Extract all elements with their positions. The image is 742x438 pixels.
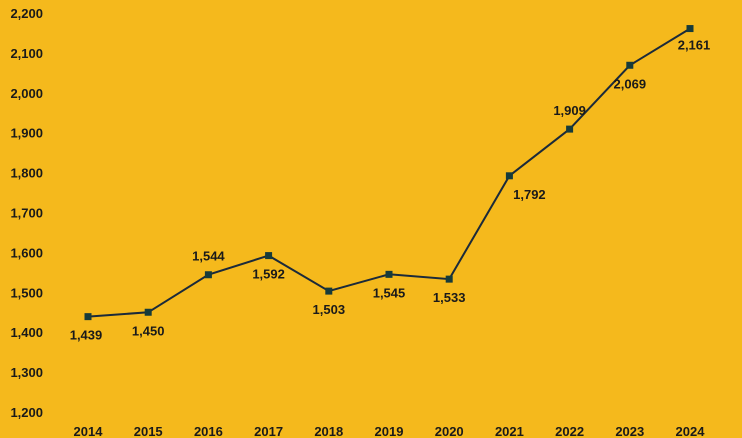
y-tick-label: 1,700 bbox=[10, 206, 43, 221]
x-tick-label: 2024 bbox=[676, 424, 706, 438]
y-tick-label: 1,300 bbox=[10, 365, 43, 380]
x-tick-label: 2020 bbox=[435, 424, 464, 438]
x-tick-label: 2023 bbox=[615, 424, 644, 438]
data-label: 1,545 bbox=[373, 285, 406, 300]
y-tick-label: 2,000 bbox=[10, 86, 43, 101]
data-point-marker bbox=[144, 308, 152, 316]
data-labels: 1,439 1,450 1,544 1,592 1,503 1,545 1,533 1,792… bbox=[70, 38, 711, 343]
data-label: 2,069 bbox=[614, 76, 647, 91]
x-tick-label: 2017 bbox=[254, 424, 283, 438]
y-axis: 1,200 1,300 1,400 1,500 1,600 1,700 1,800 1,900… bbox=[10, 6, 43, 420]
data-point-marker bbox=[84, 313, 92, 321]
data-point-marker bbox=[445, 275, 453, 283]
x-tick-label: 2015 bbox=[134, 424, 163, 438]
y-tick-label: 1,600 bbox=[10, 245, 43, 260]
data-point-marker bbox=[204, 271, 212, 279]
data-point-marker bbox=[265, 252, 273, 260]
y-tick-label: 1,800 bbox=[10, 166, 43, 181]
data-point-marker bbox=[566, 125, 574, 133]
data-label: 1,439 bbox=[70, 328, 103, 343]
data-label: 1,792 bbox=[513, 187, 546, 202]
x-tick-label: 2022 bbox=[555, 424, 584, 438]
x-tick-label: 2021 bbox=[495, 424, 524, 438]
y-tick-label: 1,900 bbox=[10, 126, 43, 141]
x-tick-label: 2014 bbox=[74, 424, 104, 438]
data-point-marker bbox=[505, 172, 513, 180]
data-label: 1,544 bbox=[192, 249, 225, 264]
data-point-marker bbox=[385, 270, 393, 278]
data-label: 2,161 bbox=[678, 38, 711, 53]
data-label: 1,533 bbox=[433, 290, 466, 305]
data-label: 1,503 bbox=[313, 302, 346, 317]
y-tick-label: 1,400 bbox=[10, 325, 43, 340]
y-tick-label: 2,100 bbox=[10, 46, 43, 61]
x-tick-label: 2019 bbox=[375, 424, 404, 438]
data-label: 1,592 bbox=[252, 267, 285, 282]
data-point-marker bbox=[626, 61, 634, 69]
y-tick-label: 1,500 bbox=[10, 285, 43, 300]
x-tick-label: 2018 bbox=[314, 424, 343, 438]
data-points bbox=[84, 25, 694, 321]
data-label: 1,909 bbox=[553, 103, 586, 118]
data-point-marker bbox=[325, 287, 333, 295]
data-label: 1,450 bbox=[132, 323, 165, 338]
y-tick-label: 1,200 bbox=[10, 405, 43, 420]
x-axis: 2014 2015 2016 2017 2018 2019 2020 2021 2022 2023… bbox=[74, 424, 706, 438]
y-tick-label: 2,200 bbox=[10, 6, 43, 21]
data-point-marker bbox=[686, 25, 694, 33]
x-tick-label: 2016 bbox=[194, 424, 223, 438]
